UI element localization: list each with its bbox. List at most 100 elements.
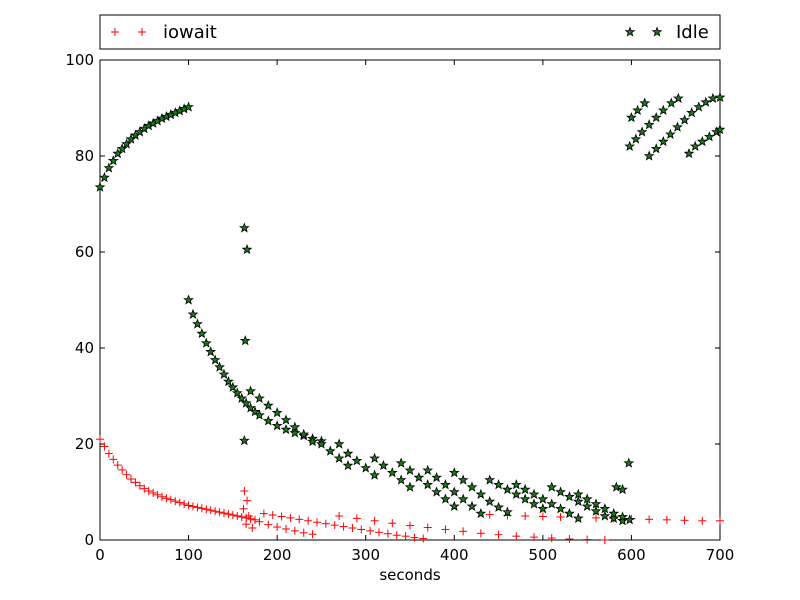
idle-point — [324, 445, 336, 456]
idle-point — [484, 474, 496, 485]
iowait-point — [512, 532, 521, 541]
idle-point — [240, 397, 252, 408]
idle-point — [239, 222, 250, 233]
iowait-point — [441, 525, 450, 534]
iowait-point — [175, 498, 184, 507]
idle-point — [431, 486, 442, 497]
x-tick-label: 500 — [529, 546, 558, 564]
iowait-point — [388, 519, 397, 528]
idle-point — [510, 479, 522, 490]
idle-point — [448, 467, 460, 478]
idle-point — [440, 493, 451, 504]
idle-point — [537, 503, 549, 514]
idle-point — [714, 123, 726, 135]
idle-point — [386, 467, 398, 478]
idle-point — [404, 481, 416, 492]
idle-point — [624, 514, 636, 525]
iowait-point — [401, 532, 410, 541]
idle-point — [200, 337, 212, 348]
idle-point — [448, 486, 460, 497]
iowait-point — [104, 449, 113, 458]
legend-marker-iowait-glyph — [138, 28, 146, 36]
iowait-point — [698, 516, 707, 525]
idle-point — [422, 464, 434, 475]
idle-point — [623, 457, 635, 468]
iowait-point — [375, 528, 383, 537]
idle-point — [236, 392, 248, 403]
idle-point — [564, 491, 575, 502]
idle-point — [254, 392, 265, 403]
iowait-point — [127, 475, 135, 484]
idle-point — [333, 452, 345, 463]
iowait-point — [348, 524, 357, 532]
y-tick-label: 100 — [65, 51, 94, 69]
idle-point — [689, 140, 701, 151]
idle-point — [643, 150, 655, 161]
iowait-point — [299, 528, 308, 537]
iowait-point — [423, 523, 432, 532]
idle-point — [262, 415, 274, 426]
idle-point — [590, 498, 602, 509]
idle-point — [555, 503, 566, 514]
x-tick-label: 200 — [263, 546, 292, 564]
idle-point — [693, 101, 705, 112]
idle-point — [528, 488, 540, 499]
idle-point — [679, 114, 690, 125]
iowait-point — [122, 470, 131, 479]
idle-point — [475, 488, 487, 499]
idle-point — [316, 438, 327, 449]
y-tick-label: 40 — [75, 339, 94, 357]
iowait-point — [268, 511, 277, 520]
idle-point — [448, 500, 460, 511]
iowait-point — [366, 526, 375, 535]
idle-point — [599, 510, 611, 521]
idle-point — [617, 483, 628, 495]
axis-ticks: 0 100 200 300 400 500 600 700 0 20 40 60 80 100 — [65, 51, 734, 564]
legend-marker-iowait — [111, 28, 146, 36]
idle-point — [700, 96, 712, 107]
iowait-point — [556, 512, 565, 521]
idle-point — [262, 399, 274, 411]
idle-point — [333, 438, 345, 449]
iowait-point — [592, 513, 600, 522]
idle-point — [484, 495, 496, 507]
iowait-point — [538, 512, 547, 521]
iowait-point — [240, 487, 249, 496]
x-tick-label: 400 — [440, 546, 469, 564]
legend-marker-idle-glyph — [624, 26, 636, 37]
idle-point — [369, 452, 380, 463]
iowait-point — [224, 510, 233, 519]
idle-point — [714, 91, 726, 103]
iowait-point — [547, 534, 556, 543]
iowait-point — [583, 535, 592, 544]
x-tick-label: 700 — [706, 546, 735, 564]
idle-point — [440, 479, 451, 490]
idle-point — [581, 500, 593, 511]
iowait-point — [304, 516, 313, 525]
data-points — [94, 91, 726, 544]
iowait-point — [295, 515, 304, 524]
idle-point — [404, 464, 416, 475]
plot-area — [99, 59, 721, 541]
idle-point — [351, 455, 363, 466]
idle-point — [187, 308, 199, 319]
idle-point — [342, 459, 354, 471]
iowait-point — [135, 481, 144, 490]
iowait-point — [180, 500, 189, 508]
idle-point — [280, 423, 292, 435]
idle-point — [572, 488, 584, 499]
idle-point — [231, 387, 243, 398]
iowait-point — [352, 514, 361, 523]
idle-point — [683, 147, 695, 159]
idle-point — [665, 128, 676, 139]
iowait-point — [476, 529, 485, 538]
idle-point — [245, 385, 256, 396]
iowait-point — [370, 516, 379, 525]
idle-point — [298, 428, 310, 439]
idle-point — [493, 501, 504, 512]
legend-marker-idle — [624, 26, 663, 37]
idle-point — [107, 155, 119, 166]
iowait-point — [259, 509, 268, 518]
idle-point — [704, 131, 715, 142]
idle-point — [537, 493, 549, 504]
